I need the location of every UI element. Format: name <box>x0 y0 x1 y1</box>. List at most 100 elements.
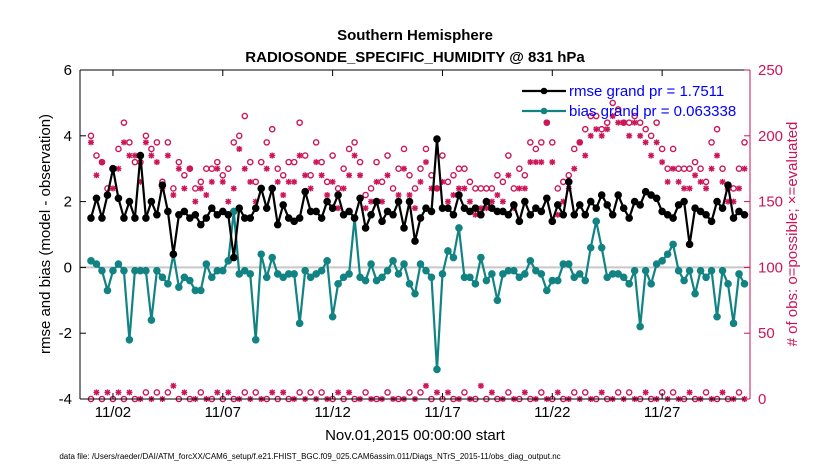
obs-evaluated-point <box>692 172 699 179</box>
obs-low-point <box>614 389 622 396</box>
obs-evaluated-point <box>153 159 160 166</box>
obs-evaluated-point <box>648 152 655 159</box>
obs-possible-point <box>581 125 589 133</box>
rmse-point <box>136 151 145 160</box>
obs-possible-point <box>312 139 320 146</box>
obs-evaluated-point <box>181 185 188 192</box>
obs-low-point <box>142 389 150 396</box>
y-left-tick-label: -4 <box>59 391 72 408</box>
rmse-point <box>444 204 452 212</box>
bias-point <box>444 247 452 255</box>
obs-possible-point <box>499 178 507 186</box>
rmse-point <box>180 207 189 216</box>
obs-evaluated-point <box>307 185 314 192</box>
rmse-point <box>405 197 414 206</box>
obs-evaluated-point <box>521 185 528 192</box>
obs-possible-point <box>565 171 573 179</box>
rmse-point <box>636 201 644 209</box>
x-tick-label: 11/02 <box>95 404 131 421</box>
bias-point <box>614 270 622 278</box>
obs-low-point <box>280 389 287 396</box>
obs-evaluated-point <box>395 192 402 199</box>
obs-possible-point <box>702 178 710 186</box>
bias-point <box>713 312 721 321</box>
rmse-point <box>356 194 364 203</box>
obs-possible-point <box>505 152 512 159</box>
obs-possible-point <box>669 145 677 153</box>
bias-point <box>586 243 595 252</box>
rmse-point <box>235 204 244 212</box>
bias-point <box>158 273 167 282</box>
rmse-point <box>521 197 529 206</box>
rmse-point <box>334 191 342 199</box>
obs-evaluated-point <box>516 185 523 192</box>
obs-evaluated-point <box>203 192 210 199</box>
rmse-point <box>383 207 392 216</box>
bias-point <box>378 273 386 282</box>
obs-evaluated-point <box>324 192 331 199</box>
rmse-point <box>389 210 397 219</box>
obs-evaluated-point <box>219 178 226 185</box>
obs-evaluated-point <box>631 119 638 126</box>
bias-point <box>153 266 161 275</box>
rmse-point <box>460 204 469 212</box>
rmse-point <box>262 204 271 212</box>
obs-evaluated-point <box>313 159 320 166</box>
y-axis-left-label: rmse and bias (model - observation) <box>37 114 54 354</box>
bias-point <box>603 273 612 282</box>
obs-evaluated-point <box>708 165 715 172</box>
obs-evaluated-point <box>620 119 627 126</box>
rmse-point <box>477 210 485 219</box>
obs-evaluated-point <box>142 139 149 146</box>
obs-evaluated-point <box>488 198 495 205</box>
obs-evaluated-point <box>269 152 276 159</box>
bias-point <box>361 276 370 285</box>
obs-evaluated-point <box>115 165 122 172</box>
bias-point <box>625 280 633 288</box>
obs-evaluated-point <box>318 172 325 179</box>
obs-possible-point <box>400 145 408 153</box>
obs-possible-point <box>450 171 457 179</box>
obs-low-point <box>444 389 451 396</box>
bias-point <box>427 273 436 282</box>
bias-point <box>147 316 156 324</box>
bias-point <box>526 257 535 265</box>
rmse-point <box>713 197 721 206</box>
obs-evaluated-point <box>164 152 171 159</box>
rmse-point <box>394 197 403 206</box>
rmse-point <box>570 210 579 219</box>
obs-evaluated-point <box>538 159 545 166</box>
rmse-point <box>125 197 134 206</box>
obs-evaluated-point <box>686 185 693 192</box>
rmse-point <box>488 204 496 212</box>
obs-low-point <box>335 389 342 396</box>
rmse-point <box>658 207 666 216</box>
obs-low-point <box>197 389 205 396</box>
y-left-tick-label: -2 <box>59 325 72 342</box>
obs-evaluated-point <box>499 198 506 205</box>
bias-point <box>114 260 123 268</box>
obs-possible-point <box>527 139 534 146</box>
rmse-point <box>290 217 298 226</box>
bias-point <box>394 270 403 278</box>
obs-evaluated-point <box>549 159 556 166</box>
rmse-point <box>652 194 661 203</box>
obs-evaluated-point <box>582 152 589 159</box>
bias-point <box>312 270 320 278</box>
obs-low-point <box>241 389 249 396</box>
bias-point <box>251 335 260 344</box>
obs-evaluated-point <box>670 165 677 172</box>
obs-evaluated-point <box>373 178 380 185</box>
obs-evaluated-point <box>571 165 578 172</box>
bias-point <box>438 270 447 278</box>
y-right-tick-label: 0 <box>758 391 766 408</box>
bias-point <box>619 273 628 282</box>
rmse-point <box>455 191 463 199</box>
obs-possible-point <box>279 171 287 179</box>
obs-possible-point <box>411 185 419 192</box>
obs-possible-point <box>373 158 380 166</box>
bias-point <box>268 253 277 262</box>
x-axis-label: Nov.01,2015 00:00:00 start <box>325 427 506 444</box>
bias-point <box>372 276 381 285</box>
bias-point <box>482 276 491 285</box>
